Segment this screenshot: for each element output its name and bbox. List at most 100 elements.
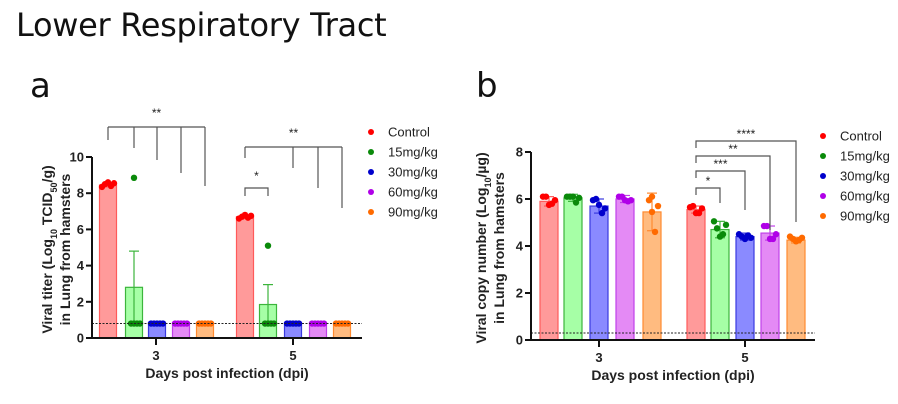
bar-b-30mg/kg-day3 (589, 205, 609, 341)
legend-label: Control (840, 129, 882, 144)
significance-bracket (695, 140, 797, 222)
y-label-subscript: 10 (483, 178, 493, 188)
y-label-part: Viral titer (Log (39, 239, 55, 334)
significance-label: * (706, 174, 711, 188)
legend-label: 30mg/kg (388, 165, 438, 180)
data-point (264, 242, 272, 249)
y-axis-label-line2: in Lung from hamsters (491, 172, 507, 324)
legend-label: 60mg/kg (840, 189, 890, 204)
significance-label: ** (152, 106, 162, 120)
data-point (130, 174, 138, 182)
y-tick-label: 0 (516, 333, 523, 348)
data-point (747, 234, 755, 241)
significance-label: ** (289, 126, 299, 140)
y-tick-label: 0 (77, 331, 84, 346)
legend-marker-Control (368, 129, 374, 135)
legend-marker-30mg/kg (368, 169, 374, 175)
figure-title: Lower Respiratory Tract (16, 6, 387, 44)
data-point (719, 231, 727, 238)
x-axis-label: Days post infection (dpi) (591, 367, 754, 383)
y-tick-label: 4 (516, 239, 524, 254)
data-point (689, 202, 697, 210)
chart-panel-a: 0 2 4 6 8 10 3 5 Days post infection (dpi) Viral … (39, 106, 438, 381)
data-point (648, 208, 656, 216)
y-tick-label: 10 (70, 150, 84, 165)
legend-marker-15mg/kg (368, 149, 374, 155)
significance-label: ** (728, 142, 738, 156)
significance-label: **** (737, 127, 756, 141)
bar-a-Control-day3 (98, 184, 118, 339)
legend-label: 60mg/kg (388, 185, 438, 200)
y-label-part: /µg) (473, 152, 489, 177)
data-point (763, 222, 771, 230)
bar-b-15mg/kg-day5 (710, 228, 730, 341)
data-point (645, 196, 653, 204)
data-point (651, 228, 659, 236)
legend-marker-90mg/kg (368, 209, 374, 215)
legend-label: 15mg/kg (388, 145, 438, 160)
data-point (595, 201, 603, 209)
significance-label: * (254, 169, 259, 183)
y-label-part: Viral copy number (Log (473, 188, 489, 344)
y-tick-label: 2 (77, 294, 84, 309)
y-tick-label: 4 (77, 258, 85, 273)
x-tick-label: 5 (289, 348, 296, 363)
legend-label: 90mg/kg (840, 209, 890, 224)
data-point (110, 180, 118, 187)
data-point (798, 234, 806, 241)
legend-marker-15mg/kg (820, 153, 826, 159)
bar-b-60mg/kg-day3 (615, 198, 635, 341)
panel-label-b: b (476, 66, 498, 106)
significance-label: *** (713, 157, 727, 171)
y-tick-label: 2 (516, 286, 523, 301)
legend-label: 15mg/kg (840, 149, 890, 164)
significance-bracket (695, 170, 746, 210)
data-point (654, 202, 662, 210)
significance-bracket (695, 155, 771, 230)
legend-marker-60mg/kg (368, 189, 374, 195)
x-tick-label: 5 (741, 350, 748, 365)
chart-panel-b: 0 2 4 6 8 3 5 Days post infection (dpi) Viral co… (473, 127, 890, 383)
data-point (551, 196, 559, 204)
legend-label: 90mg/kg (388, 205, 438, 220)
bar-a-Control-day5 (235, 216, 255, 339)
y-axis-label-line1: Viral titer (Log10 TCID50/g) (39, 165, 59, 333)
bar-b-15mg/kg-day3 (563, 197, 583, 341)
data-point (598, 209, 606, 217)
legend-marker-Control (820, 133, 826, 139)
significance-bracket (244, 187, 269, 196)
data-point (569, 193, 577, 200)
data-point (627, 196, 635, 204)
data-point (575, 194, 583, 202)
bar-b-60mg/kg-day5 (760, 232, 780, 341)
data-point (769, 235, 777, 243)
data-point (572, 199, 580, 206)
y-tick-label: 8 (77, 186, 84, 201)
data-point (247, 212, 255, 220)
y-tick-label: 6 (516, 192, 523, 207)
data-point (601, 205, 609, 212)
significance-bracket (695, 187, 721, 203)
legend-marker-90mg/kg (820, 213, 826, 219)
y-label-part: /g) (39, 165, 55, 182)
legend-marker-30mg/kg (820, 173, 826, 179)
y-label-subscript: 10 (49, 229, 59, 239)
x-tick-label: 3 (595, 350, 602, 365)
data-point (772, 231, 780, 238)
data-point (710, 218, 718, 225)
data-point (695, 209, 703, 217)
y-label-subscript: 50 (49, 182, 59, 192)
data-point (698, 205, 706, 212)
bar-b-90mg/kg-day5 (786, 239, 806, 341)
data-point (713, 225, 721, 232)
bar-b-Control-day5 (686, 208, 706, 341)
bar-b-30mg/kg-day5 (735, 236, 755, 341)
data-point (722, 221, 730, 229)
y-tick-label: 6 (77, 222, 84, 237)
x-axis-label: Days post infection (dpi) (145, 365, 308, 381)
data-point (592, 195, 600, 203)
panel-label-a: a (30, 66, 51, 106)
data-point (136, 320, 144, 327)
y-axis-label-line2: in Lung from hamsters (57, 173, 73, 325)
